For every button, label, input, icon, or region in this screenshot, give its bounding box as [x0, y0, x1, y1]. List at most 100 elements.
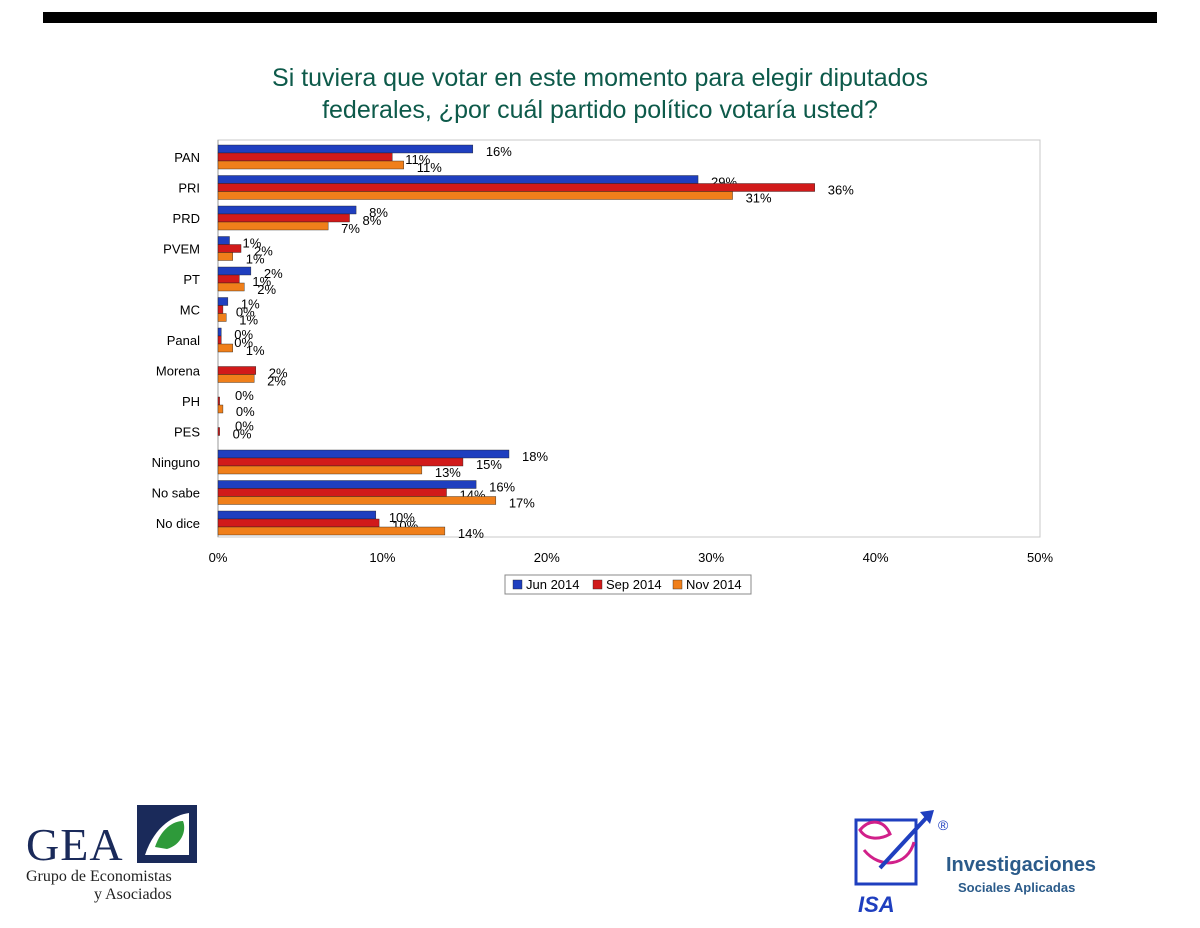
gea-subtitle-line-1: Grupo de Economistas — [26, 868, 172, 885]
isa-name: Investigaciones — [946, 854, 1097, 876]
bar — [217, 305, 224, 314]
data-label: 1% — [246, 252, 265, 267]
data-label: 13% — [435, 465, 461, 480]
top-rule — [43, 12, 1157, 23]
data-label: 1% — [246, 343, 265, 358]
bar — [217, 175, 699, 184]
bar — [217, 404, 224, 414]
bar — [217, 252, 233, 261]
bar — [217, 374, 255, 383]
bar — [217, 496, 497, 505]
bar — [217, 274, 240, 284]
data-label: 1% — [239, 313, 258, 328]
data-label: 1% — [243, 236, 262, 251]
legend-label: Sep 2014 — [606, 577, 662, 592]
isa-acronym: ISA — [858, 892, 895, 917]
isa-logo: ® ISA — [854, 810, 949, 917]
data-label: 0% — [233, 427, 252, 442]
data-label: 11% — [417, 160, 442, 175]
category-label: PT — [183, 272, 200, 287]
bar — [217, 488, 447, 497]
category-label: PVEM — [163, 242, 200, 257]
data-label: 0% — [236, 404, 255, 419]
bar — [217, 449, 510, 459]
category-label: No sabe — [152, 486, 200, 501]
category-label: PES — [174, 425, 200, 440]
data-label: 10% — [389, 510, 415, 525]
x-tick-label: 10% — [369, 550, 395, 565]
isa-logo-pink-curve — [858, 820, 892, 840]
chart-title-line-1: Si tuviera que votar en este momento par… — [272, 64, 928, 92]
bar — [217, 244, 242, 253]
legend-label: Nov 2014 — [686, 577, 742, 592]
data-label: 31% — [746, 191, 772, 206]
data-label: 15% — [476, 457, 502, 472]
bar — [217, 191, 733, 200]
bar — [217, 427, 220, 436]
x-tick-label: 20% — [534, 550, 560, 565]
bar — [217, 465, 423, 475]
data-label: 2% — [257, 282, 276, 297]
bar — [217, 205, 357, 215]
bar — [217, 282, 245, 292]
data-label: 1% — [241, 297, 260, 312]
x-tick-label: 0% — [209, 550, 228, 565]
bar — [217, 152, 393, 162]
isa-registered-mark: ® — [938, 817, 949, 833]
category-label: MC — [180, 303, 200, 318]
bar — [217, 160, 404, 170]
gea-name: GEA — [26, 819, 124, 870]
data-label: 1% — [252, 274, 271, 289]
data-label: 16% — [489, 480, 515, 495]
isa-logo-arrow-head — [920, 810, 934, 824]
data-label: 16% — [486, 144, 512, 159]
legend-swatch — [672, 579, 683, 590]
data-label: 0% — [236, 305, 255, 320]
data-label: 0% — [234, 327, 253, 342]
bar — [217, 518, 380, 528]
isa-logo-pink-arc — [862, 841, 916, 865]
legend-swatch — [592, 579, 603, 590]
bar — [217, 396, 220, 406]
category-label: Ninguno — [152, 455, 200, 470]
legend — [504, 574, 752, 595]
data-label: 7% — [341, 221, 360, 236]
data-label: 14% — [458, 526, 484, 541]
bar — [217, 335, 222, 345]
bar — [217, 510, 377, 520]
x-tick-label: 50% — [1027, 550, 1053, 565]
gea-text: GEA Grupo de Economistas y Asociados — [26, 822, 172, 904]
bar — [217, 313, 227, 322]
category-label: No dice — [156, 516, 200, 531]
chart-title: Si tuviera que votar en este momento par… — [200, 62, 1000, 126]
bar — [217, 213, 350, 223]
isa-subtitle: Sociales Aplicadas — [958, 880, 1076, 895]
category-label: Morena — [156, 364, 201, 379]
legend-swatch — [512, 579, 523, 590]
x-tick-label: 40% — [863, 550, 889, 565]
gea-logo — [137, 805, 197, 863]
category-label: PH — [182, 394, 200, 409]
category-label: PRD — [173, 211, 200, 226]
legend-label: Jun 2014 — [526, 577, 580, 592]
data-label: 0% — [235, 388, 254, 403]
bar — [217, 457, 464, 467]
bar — [217, 236, 230, 245]
data-label: 0% — [235, 419, 254, 434]
bar — [217, 366, 257, 375]
data-label: 2% — [267, 374, 286, 389]
bar — [217, 266, 252, 276]
data-label: 8% — [363, 213, 382, 228]
bar — [217, 297, 229, 306]
data-label: 0% — [234, 335, 253, 350]
category-label: PRI — [178, 181, 200, 196]
category-label: PAN — [174, 150, 200, 165]
data-label: 2% — [254, 244, 273, 259]
data-label: 18% — [522, 449, 548, 464]
chart-title-line-2: federales, ¿por cuál partido político vo… — [322, 96, 878, 124]
x-tick-label: 30% — [698, 550, 724, 565]
gea-subtitle-line-2: y Asociados — [94, 886, 172, 903]
bar — [217, 144, 474, 154]
data-label: 2% — [269, 366, 288, 381]
